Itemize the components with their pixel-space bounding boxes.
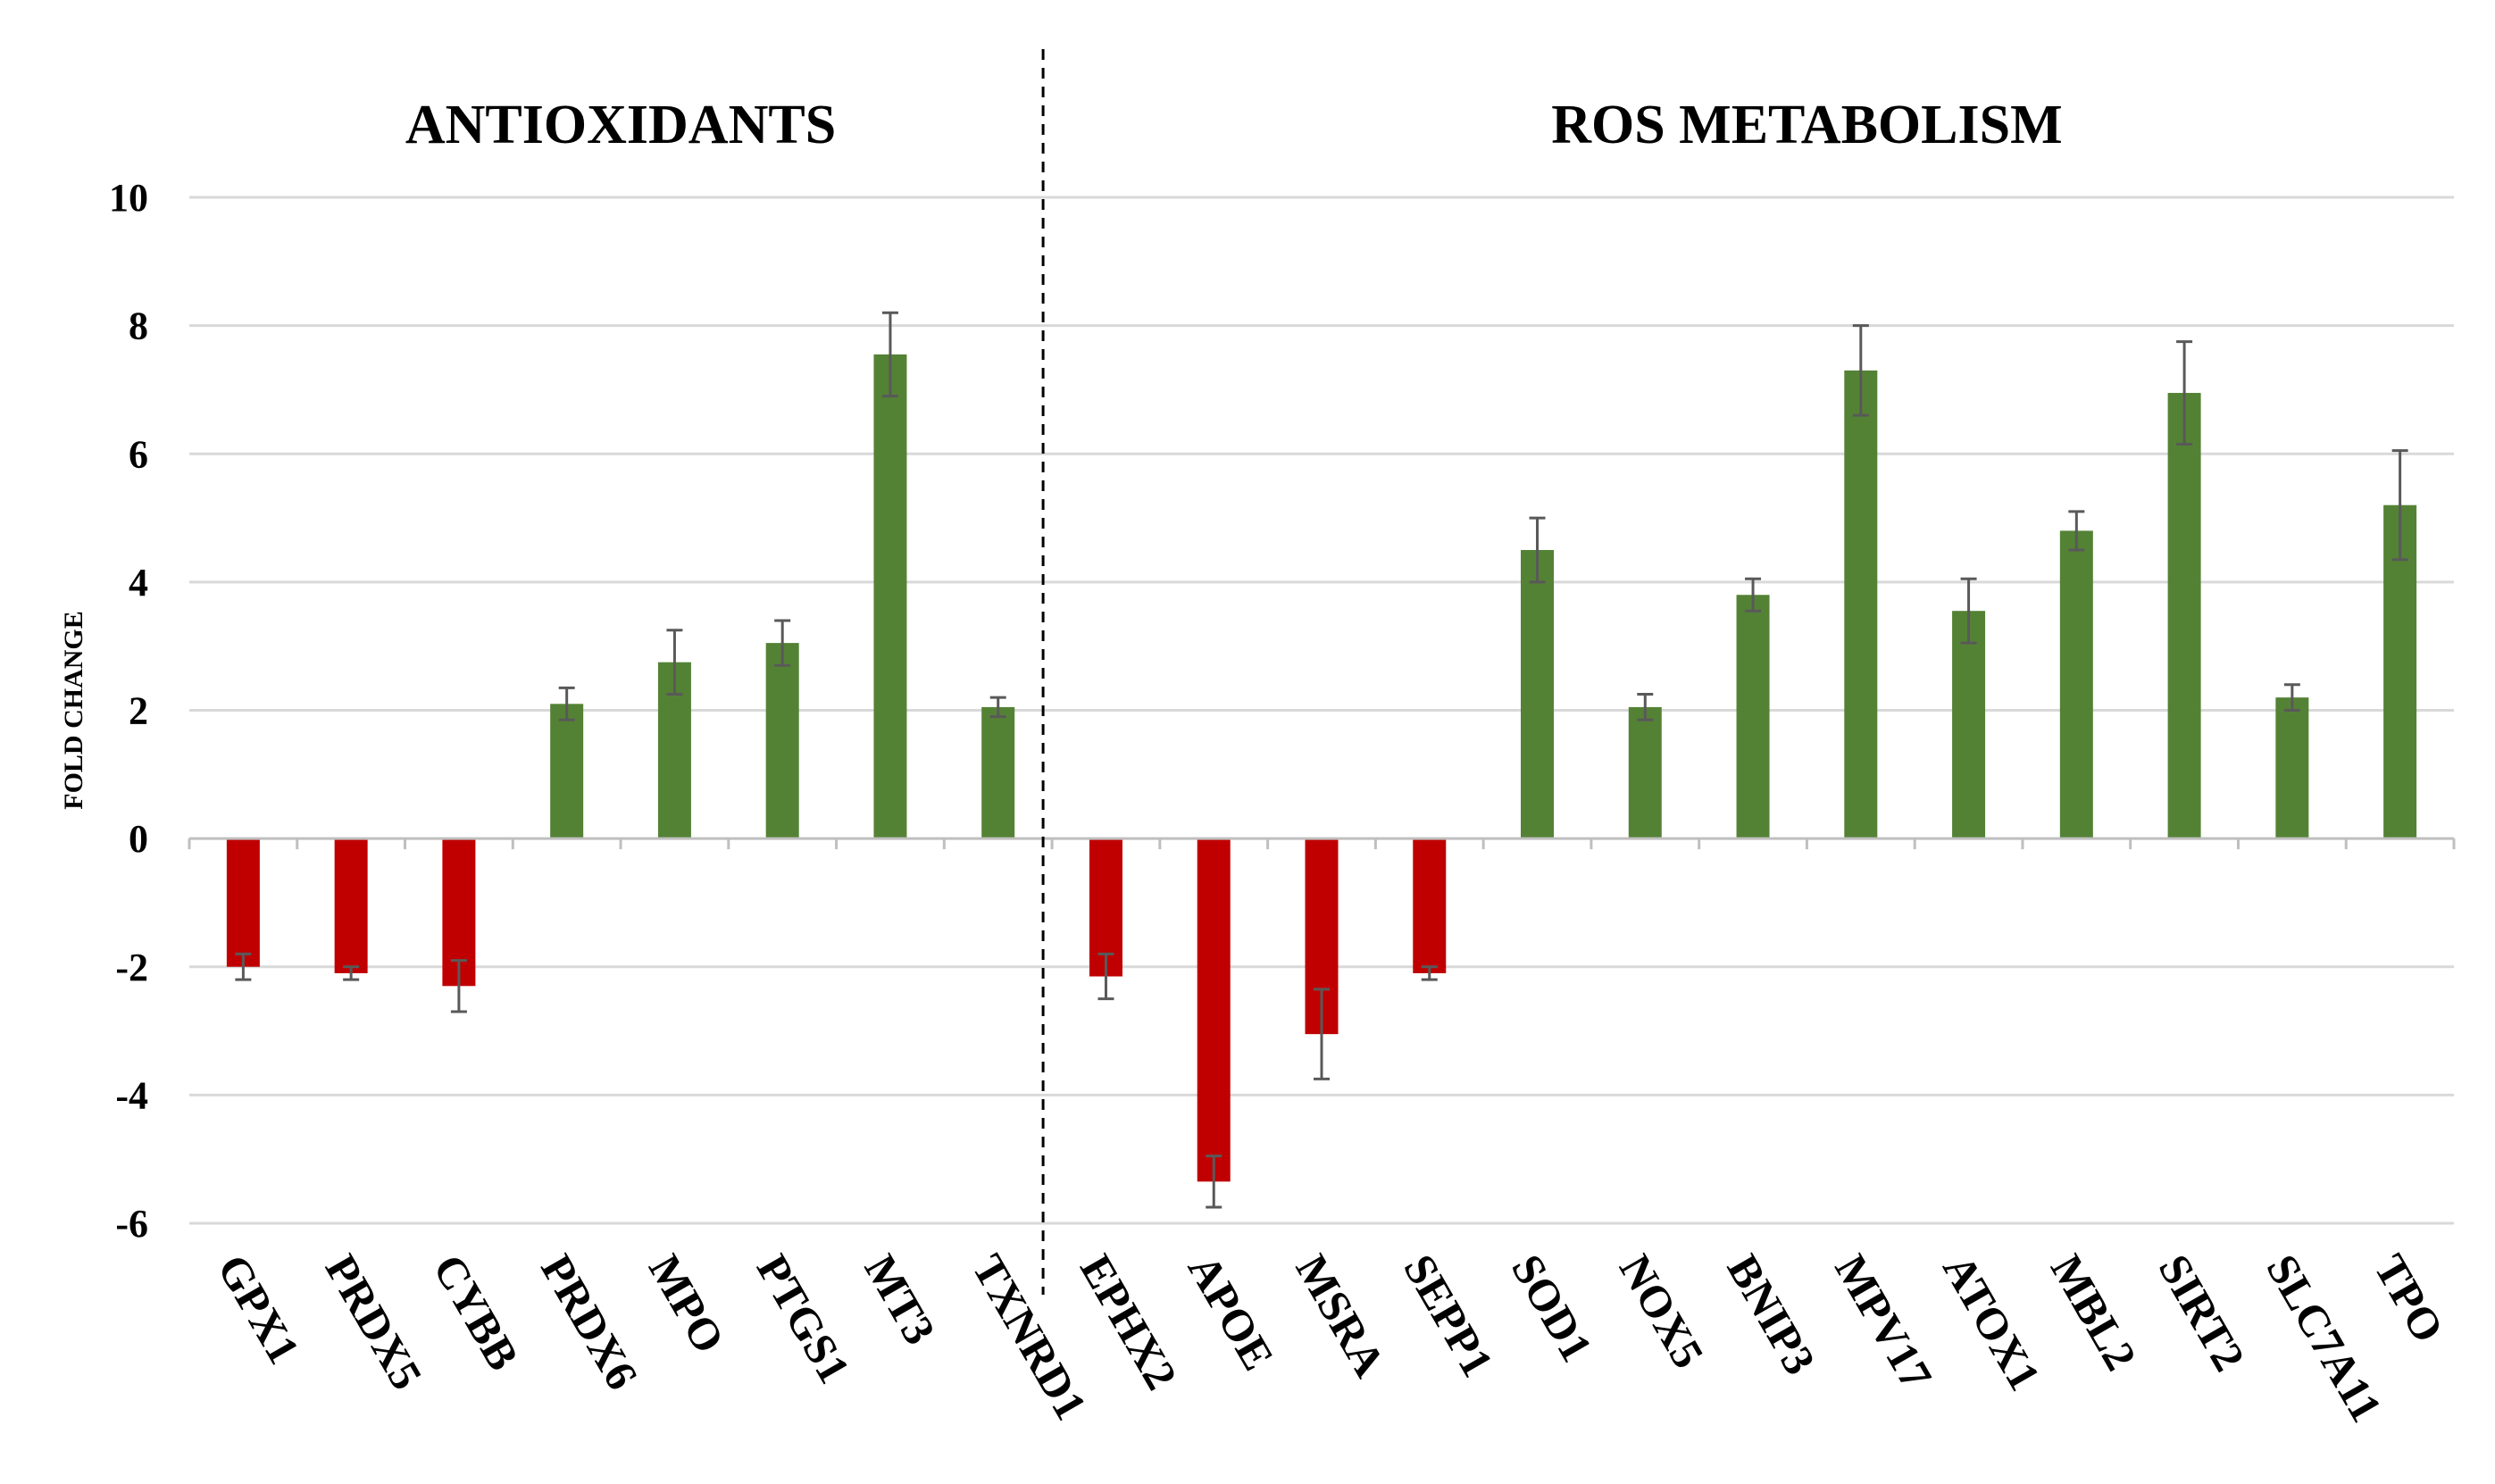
bar-ptgs1 <box>765 643 799 839</box>
x-tick-label: CYBB <box>423 1246 529 1379</box>
bar-slc7a11 <box>2275 697 2309 839</box>
bar-sod1 <box>1521 549 1555 839</box>
y-tick-label: -6 <box>115 1202 148 1246</box>
y-tick-label: 2 <box>129 689 148 733</box>
x-tick-label: PRDX5 <box>316 1246 432 1398</box>
error-bar-layer <box>235 311 2408 1209</box>
bar-prdx5 <box>334 838 368 973</box>
bar-sirt2 <box>2167 393 2201 839</box>
y-tick-label: 10 <box>109 176 148 220</box>
x-tick-label: PRDX6 <box>531 1246 647 1398</box>
x-tick-label: NOX5 <box>1610 1246 1715 1377</box>
x-tick-label: MSRA <box>1286 1246 1395 1385</box>
y-tick-label: 0 <box>129 817 148 861</box>
bar-nox5 <box>1628 706 1662 839</box>
y-tick-label: 8 <box>129 304 148 348</box>
bar-mpv17 <box>1844 370 1878 839</box>
y-tick-label: 4 <box>129 561 148 604</box>
bar-prdx6 <box>550 704 584 839</box>
group-title-antioxidants: ANTIOXIDANTS <box>405 95 836 155</box>
y-axis-label: FOLD CHANGE <box>59 611 88 810</box>
x-tick-label: APOE <box>1179 1246 1284 1379</box>
bar-layer <box>226 354 2417 1182</box>
x-tick-label: TPO <box>2365 1246 2454 1351</box>
axis-layer <box>188 49 2456 1295</box>
x-tick-label: EPHX2 <box>1071 1246 1187 1398</box>
y-tick-label: -4 <box>115 1073 148 1117</box>
bar-sepp1 <box>1413 838 1447 973</box>
x-tick-label: MT3 <box>855 1246 945 1353</box>
bar-gpx1 <box>226 838 260 967</box>
bar-txnrd1 <box>981 706 1015 839</box>
bar-mbl2 <box>2059 530 2093 839</box>
bar-atox1 <box>1952 611 1986 839</box>
x-tick-label: BNIP3 <box>1718 1246 1826 1383</box>
x-tick-label: MPV17 <box>1825 1246 1941 1398</box>
y-tick-label: -2 <box>115 946 148 989</box>
x-tick-label: ATOX1 <box>1933 1246 2050 1399</box>
bar-bnip3 <box>1736 595 1770 839</box>
x-tick-label: GPX1 <box>208 1246 310 1372</box>
y-tick-label: 6 <box>129 432 148 476</box>
group-title-ros-metabolism: ROS METABOLISM <box>1551 95 2062 155</box>
x-tick-label: MPO <box>639 1246 735 1362</box>
x-tick-label: PTGS1 <box>747 1246 860 1392</box>
x-tick-label: SIRT2 <box>2149 1246 2255 1380</box>
x-tick-label: SOD1 <box>1502 1246 1602 1371</box>
x-tick-label: SEPP1 <box>1394 1246 1503 1386</box>
x-tick-label: MBL2 <box>2041 1246 2147 1379</box>
bar-mt3 <box>873 354 907 839</box>
bar-apoe <box>1197 838 1231 1182</box>
